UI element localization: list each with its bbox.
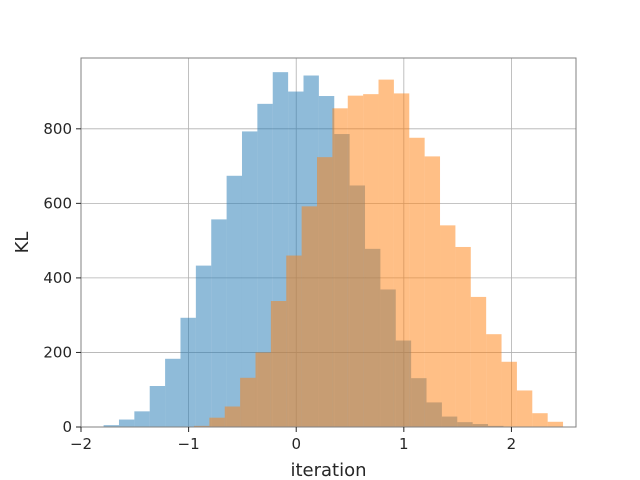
- histogram-bar-series-1: [241, 131, 258, 427]
- x-tick-label: 0: [291, 435, 301, 453]
- histogram-bar-series-2: [501, 361, 517, 427]
- histogram-bar-series-2: [301, 206, 318, 427]
- y-tick-label: 800: [43, 120, 72, 138]
- histogram-bar-series-2: [270, 301, 287, 427]
- y-axis-label: KL: [12, 232, 33, 254]
- histogram-bar-series-2: [470, 296, 487, 427]
- y-axis-ticks: 0 200 400 600 800: [43, 120, 81, 436]
- histogram-bar-series-2: [547, 421, 564, 427]
- histogram-bar-series-1: [118, 419, 135, 427]
- x-tick-label: 2: [507, 435, 517, 453]
- histogram-bar-series-2: [486, 334, 502, 427]
- histogram-bar-series-1: [180, 317, 196, 427]
- histogram-bar-series-2: [317, 157, 333, 428]
- histogram-bar-series-1: [165, 358, 181, 427]
- x-tick-label: −1: [178, 435, 200, 453]
- histogram-bar-series-2: [363, 94, 379, 428]
- histogram-bar-series-2: [347, 95, 364, 428]
- histogram-bar-series-2: [532, 413, 548, 427]
- histogram-bar-series-1: [134, 411, 150, 427]
- histogram-bar-series-2: [332, 108, 348, 428]
- histogram-bar-series-2: [193, 425, 210, 427]
- histogram-bar-series-2: [286, 255, 302, 427]
- histogram-bar-series-2: [378, 79, 394, 428]
- x-tick-label: −2: [70, 435, 92, 453]
- x-tick-label: 1: [399, 435, 409, 453]
- histogram-bars: [103, 72, 564, 428]
- histogram-bar-series-2: [393, 93, 410, 427]
- histogram-bar-series-1: [195, 265, 212, 427]
- y-tick-label: 0: [62, 418, 72, 436]
- histogram-bar-series-2: [455, 246, 471, 427]
- x-axis-ticks: −2 −1 0 1 2: [70, 427, 516, 453]
- histogram-bar-series-2: [224, 406, 241, 427]
- histogram-bar-series-2: [240, 377, 256, 427]
- histogram-bar-series-1: [226, 175, 242, 427]
- x-axis-label: iteration: [290, 460, 366, 480]
- y-tick-label: 400: [43, 269, 72, 287]
- histogram-bar-series-2: [409, 137, 425, 427]
- histogram-bar-series-1: [257, 103, 273, 427]
- histogram-bar-series-2: [440, 225, 456, 427]
- histogram-bar-series-2: [255, 352, 271, 427]
- plot-frame: [80, 57, 577, 428]
- histogram-bar-series-2: [424, 156, 441, 427]
- histogram-bar-series-1: [211, 219, 227, 427]
- histogram-bar-series-2: [516, 390, 533, 427]
- histogram-bar-series-1: [149, 386, 166, 427]
- histogram-bar-series-1: [103, 425, 119, 427]
- y-tick-label: 600: [43, 194, 72, 212]
- histogram-bar-series-2: [209, 417, 225, 427]
- y-tick-label: 200: [43, 343, 72, 361]
